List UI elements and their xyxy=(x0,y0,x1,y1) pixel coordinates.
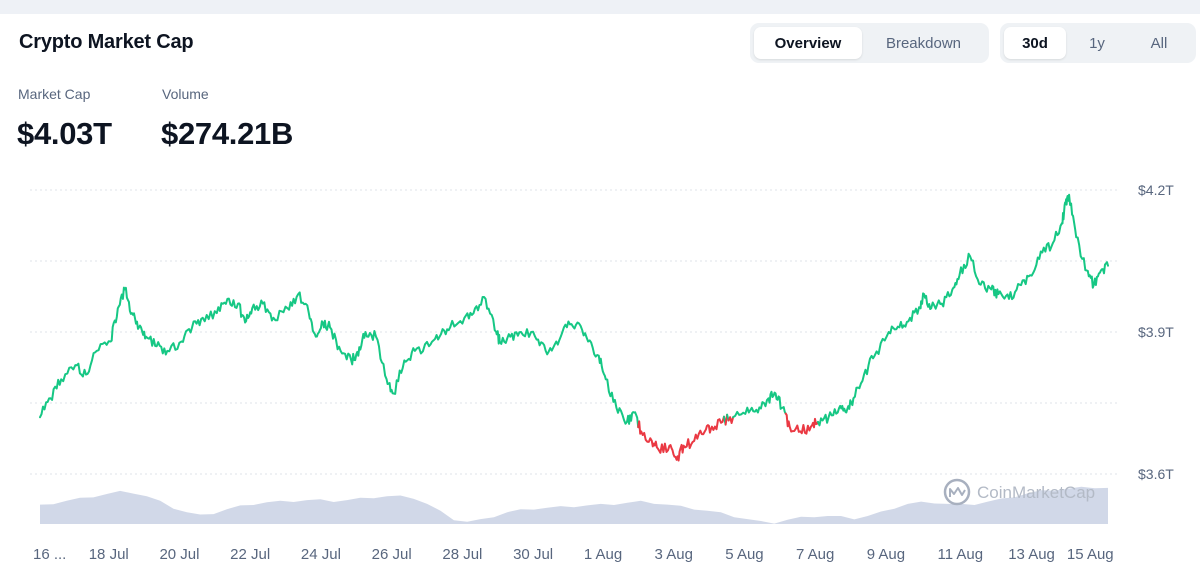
x-tick-label: 7 Aug xyxy=(796,546,834,563)
x-tick-label: 28 Jul xyxy=(442,546,482,563)
market-cap-value: $4.03T xyxy=(17,116,112,151)
y-tick-label: $4.2T xyxy=(1138,182,1174,198)
range-all[interactable]: All xyxy=(1150,34,1168,52)
range-toggle: 30d 1y All xyxy=(1000,23,1196,63)
x-tick-label: 13 Aug xyxy=(1008,546,1055,563)
market-cap-label: Market Cap xyxy=(18,86,91,102)
price-line-up xyxy=(817,193,1109,427)
x-tick-label: 16 ... xyxy=(33,546,66,563)
x-tick-label: 11 Aug xyxy=(937,546,983,563)
y-tick-label: $3.6T xyxy=(1138,466,1174,482)
tab-overview[interactable]: Overview xyxy=(754,27,862,59)
x-tick-label: 20 Jul xyxy=(159,546,199,563)
x-tick-label: 18 Jul xyxy=(89,546,129,563)
x-tick-label: 5 Aug xyxy=(725,546,763,563)
x-tick-label: 24 Jul xyxy=(301,546,341,563)
view-toggle: Overview Breakdown xyxy=(750,23,989,63)
x-tick-label: 22 Jul xyxy=(230,546,270,563)
x-tick-label: 15 Aug xyxy=(1067,546,1114,563)
page-title: Crypto Market Cap xyxy=(19,31,194,53)
x-tick-label: 1 Aug xyxy=(584,546,622,563)
top-strip xyxy=(0,0,1200,14)
price-line-down xyxy=(637,415,725,462)
price-line-up xyxy=(732,390,787,419)
x-tick-label: 9 Aug xyxy=(867,546,905,563)
volume-area xyxy=(40,486,1108,524)
y-tick-label: $3.9T xyxy=(1138,324,1174,340)
tab-breakdown[interactable]: Breakdown xyxy=(885,34,962,52)
volume-value: $274.21B xyxy=(161,116,294,151)
range-30d[interactable]: 30d xyxy=(1004,27,1066,59)
price-line-down xyxy=(784,412,819,435)
price-line-down xyxy=(727,416,735,424)
range-1y[interactable]: 1y xyxy=(1089,34,1105,52)
volume-label: Volume xyxy=(162,86,209,102)
coinmarketcap-logo-mark xyxy=(949,487,966,497)
x-tick-label: 3 Aug xyxy=(655,546,693,563)
price-line-up xyxy=(39,286,640,429)
x-tick-label: 26 Jul xyxy=(372,546,412,563)
x-tick-label: 30 Jul xyxy=(513,546,553,563)
watermark-text: CoinMarketCap xyxy=(977,483,1095,502)
coinmarketcap-logo-icon xyxy=(943,478,971,506)
